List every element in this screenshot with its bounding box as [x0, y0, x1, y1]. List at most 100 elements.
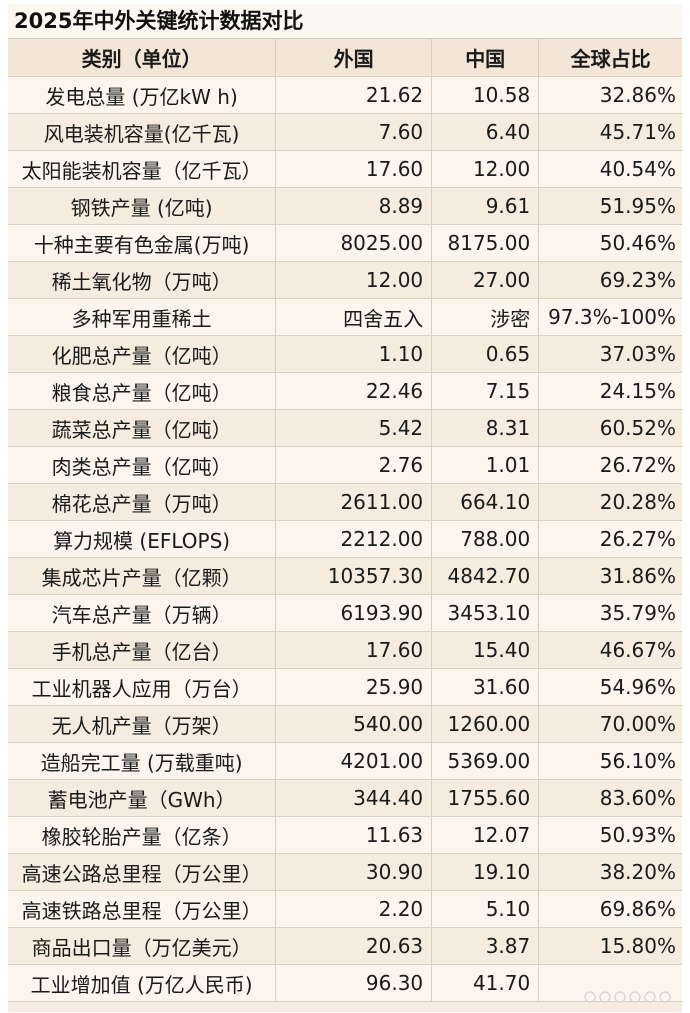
cell-global-share: 51.95% — [538, 187, 682, 225]
cell-china: 5369.00 — [431, 742, 540, 780]
cell-category: 化肥总产量（亿吨） — [8, 335, 277, 373]
header-category: 类别（单位） — [8, 39, 277, 77]
statistics-sheet: 2025年中外关键统计数据对比 类别（单位） 外国 中国 全球占比 发电总量 (… — [8, 4, 682, 1012]
cell-china: 15.40 — [431, 631, 540, 669]
header-global-share: 全球占比 — [538, 39, 682, 77]
cell-china: 31.60 — [431, 668, 540, 706]
cell-global-share: 69.23% — [538, 261, 682, 299]
cell-foreign: 4201.00 — [275, 742, 433, 780]
cell-foreign: 2.76 — [275, 446, 433, 484]
cell-china: 788.00 — [431, 520, 540, 558]
cell-foreign: 11.63 — [275, 816, 433, 854]
cell-category: 蓄电池产量（GWh） — [8, 779, 277, 817]
cell-global-share: 50.46% — [538, 224, 682, 262]
cell-foreign: 22.46 — [275, 372, 433, 410]
cell-foreign: 四舍五入 — [275, 298, 433, 336]
cell-foreign: 7.60 — [275, 113, 433, 151]
cell-china: 0.65 — [431, 335, 540, 373]
cell-foreign: 25.90 — [275, 668, 433, 706]
cell-foreign: 17.60 — [275, 150, 433, 188]
comparison-table: 类别（单位） 外国 中国 全球占比 发电总量 (万亿kW h) 21.62 10.5… — [8, 39, 682, 1002]
cell-category: 多种军用重稀土 — [8, 298, 277, 336]
cell-category: 高速公路总里程（万公里） — [8, 853, 277, 891]
cell-category: 棉花总产量（万吨） — [8, 483, 277, 521]
cell-global-share: 97.3%-100% — [538, 298, 682, 336]
cell-global-share: 20.28% — [538, 483, 682, 521]
cell-china: 7.15 — [431, 372, 540, 410]
cell-category: 钢铁产量 (亿吨) — [8, 187, 277, 225]
cell-china: 涉密 — [431, 298, 540, 336]
cell-global-share: 50.93% — [538, 816, 682, 854]
cell-china: 12.00 — [431, 150, 540, 188]
cell-foreign: 8025.00 — [275, 224, 433, 262]
cell-global-share: 54.96% — [538, 668, 682, 706]
cell-global-share: 45.71% — [538, 113, 682, 151]
table-row: 集成芯片产量（亿颗） 10357.30 4842.70 31.86% — [8, 557, 682, 595]
table-row: 高速公路总里程（万公里） 30.90 19.10 38.20% — [8, 853, 682, 891]
cell-category: 肉类总产量（亿吨） — [8, 446, 277, 484]
table-row: 风电装机容量(亿千瓦) 7.60 6.40 45.71% — [8, 113, 682, 151]
cell-global-share: 83.60% — [538, 779, 682, 817]
cell-china: 6.40 — [431, 113, 540, 151]
cell-foreign: 20.63 — [275, 927, 433, 965]
cell-china: 8175.00 — [431, 224, 540, 262]
cell-global-share: 32.86% — [538, 76, 682, 114]
table-row: 汽车总产量（万辆） 6193.90 3453.10 35.79% — [8, 594, 682, 632]
table-row: 发电总量 (万亿kW h) 21.62 10.58 32.86% — [8, 76, 682, 114]
cell-global-share: 38.20% — [538, 853, 682, 891]
table-row: 工业增加值 (万亿人民币) 96.30 41.70 — [8, 964, 682, 1002]
cell-china: 10.58 — [431, 76, 540, 114]
cell-global-share: 40.54% — [538, 150, 682, 188]
cell-global-share: 15.80% — [538, 927, 682, 965]
table-title: 2025年中外关键统计数据对比 — [8, 4, 682, 39]
table-row: 稀土氧化物（万吨） 12.00 27.00 69.23% — [8, 261, 682, 299]
cell-foreign: 5.42 — [275, 409, 433, 447]
cell-global-share: 26.27% — [538, 520, 682, 558]
cell-china: 8.31 — [431, 409, 540, 447]
cell-category: 手机总产量（亿台） — [8, 631, 277, 669]
table-body: 发电总量 (万亿kW h) 21.62 10.58 32.86% 风电装机容量(亿千瓦)… — [8, 76, 682, 1002]
table-row: 钢铁产量 (亿吨) 8.89 9.61 51.95% — [8, 187, 682, 225]
cell-category: 粮食总产量（亿吨） — [8, 372, 277, 410]
cell-category: 商品出口量（万亿美元） — [8, 927, 277, 965]
cell-foreign: 2.20 — [275, 890, 433, 928]
cell-foreign: 10357.30 — [275, 557, 433, 595]
cell-category: 算力规模 (EFLOPS) — [8, 520, 277, 558]
cell-foreign: 21.62 — [275, 76, 433, 114]
cut-off-row — [8, 1002, 682, 1012]
cell-china: 9.61 — [431, 187, 540, 225]
cell-category: 集成芯片产量（亿颗） — [8, 557, 277, 595]
table-row: 化肥总产量（亿吨） 1.10 0.65 37.03% — [8, 335, 682, 373]
cell-foreign: 344.40 — [275, 779, 433, 817]
table-row: 造船完工量 (万载重吨) 4201.00 5369.00 56.10% — [8, 742, 682, 780]
table-row: 粮食总产量（亿吨） 22.46 7.15 24.15% — [8, 372, 682, 410]
cell-category: 风电装机容量(亿千瓦) — [8, 113, 277, 151]
table-row: 无人机产量（万架） 540.00 1260.00 70.00% — [8, 705, 682, 743]
table-row: 算力规模 (EFLOPS) 2212.00 788.00 26.27% — [8, 520, 682, 558]
header-china: 中国 — [431, 39, 540, 77]
cell-foreign: 12.00 — [275, 261, 433, 299]
cell-foreign: 6193.90 — [275, 594, 433, 632]
cell-china: 1.01 — [431, 446, 540, 484]
cell-global-share: 56.10% — [538, 742, 682, 780]
cell-foreign: 96.30 — [275, 964, 433, 1002]
table-row: 商品出口量（万亿美元） 20.63 3.87 15.80% — [8, 927, 682, 965]
header-foreign: 外国 — [275, 39, 433, 77]
cell-category: 太阳能装机容量（亿千瓦） — [8, 150, 277, 188]
cell-category: 蔬菜总产量（亿吨） — [8, 409, 277, 447]
cell-global-share: 31.86% — [538, 557, 682, 595]
cell-china: 5.10 — [431, 890, 540, 928]
cell-global-share: 60.52% — [538, 409, 682, 447]
cell-global-share: 37.03% — [538, 335, 682, 373]
table-row: 蓄电池产量（GWh） 344.40 1755.60 83.60% — [8, 779, 682, 817]
cell-global-share: 70.00% — [538, 705, 682, 743]
cell-china: 4842.70 — [431, 557, 540, 595]
table-row: 棉花总产量（万吨） 2611.00 664.10 20.28% — [8, 483, 682, 521]
cell-china: 664.10 — [431, 483, 540, 521]
cell-china: 3.87 — [431, 927, 540, 965]
table-row: 橡胶轮胎产量（亿条） 11.63 12.07 50.93% — [8, 816, 682, 854]
table-row: 十种主要有色金属(万吨) 8025.00 8175.00 50.46% — [8, 224, 682, 262]
cell-global-share: 35.79% — [538, 594, 682, 632]
cell-foreign: 540.00 — [275, 705, 433, 743]
cell-category: 汽车总产量（万辆） — [8, 594, 277, 632]
